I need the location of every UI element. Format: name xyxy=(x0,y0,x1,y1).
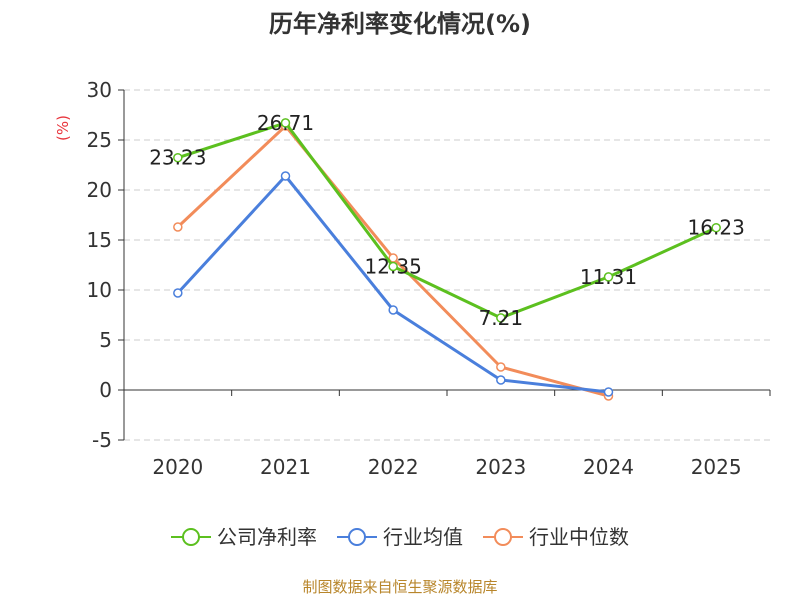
x-tick-label: 2021 xyxy=(260,455,311,479)
data-label: 23.23 xyxy=(149,146,206,170)
data-label-layer: 23.23 26.71 12.35 7.21 11.31 16.23 xyxy=(149,111,745,330)
y-tick-label: -5 xyxy=(92,428,112,452)
legend: 公司净利率 行业均值 行业中位数 xyxy=(171,525,629,549)
grid-layer xyxy=(124,89,770,441)
y-tick-label: 20 xyxy=(87,178,112,202)
legend-item[interactable]: 行业中位数 xyxy=(483,525,629,549)
data-point xyxy=(496,313,506,323)
data-point xyxy=(280,118,291,128)
x-tick-label: 2025 xyxy=(691,455,742,479)
y-tick-label: 30 xyxy=(87,78,112,102)
data-label: 16.23 xyxy=(688,216,745,240)
x-tick-label: 2023 xyxy=(475,455,526,479)
legend-marker xyxy=(494,528,512,546)
y-tick-label: 0 xyxy=(99,378,112,402)
data-point xyxy=(388,261,398,272)
data-label: 7.21 xyxy=(479,306,524,330)
x-tick-label: 2024 xyxy=(583,455,634,479)
data-point xyxy=(388,305,398,315)
source-note: 制图数据来自恒生聚源数据库 xyxy=(302,578,497,596)
legend-marker xyxy=(182,528,200,546)
data-label: 11.31 xyxy=(580,265,637,289)
chart-title: 历年净利率变化情况(%) xyxy=(269,10,531,38)
legend-marker xyxy=(348,528,366,546)
y-axis-unit: (%) xyxy=(54,115,72,141)
data-label: 26.71 xyxy=(257,111,314,135)
data-point xyxy=(173,152,183,163)
series-layer xyxy=(173,118,721,401)
y-tick-label: 10 xyxy=(87,278,112,302)
series-line xyxy=(177,121,717,320)
axis-layer: 30 25 20 15 10 5 0 -5 2020 2021 2022 2023 2024 2025 xyxy=(87,78,771,479)
data-point xyxy=(496,362,506,372)
data-label: 12.35 xyxy=(365,255,422,279)
data-point xyxy=(603,387,614,397)
legend-item[interactable]: 行业均值 xyxy=(337,525,463,549)
data-point xyxy=(711,222,721,233)
series-line xyxy=(176,174,609,394)
legend-item[interactable]: 公司净利率 xyxy=(171,525,317,549)
legend-label: 行业中位数 xyxy=(529,525,629,549)
y-tick-label: 15 xyxy=(87,228,112,252)
y-tick-label: 5 xyxy=(99,328,112,352)
x-tick-label: 2020 xyxy=(152,455,203,479)
data-point xyxy=(173,222,183,232)
data-point xyxy=(603,272,614,282)
legend-label: 公司净利率 xyxy=(217,525,317,549)
x-tick-label: 2022 xyxy=(368,455,419,479)
y-tick-label: 25 xyxy=(87,128,112,152)
legend-label: 行业均值 xyxy=(383,525,463,549)
data-point xyxy=(173,288,183,298)
data-point xyxy=(496,375,506,385)
data-point xyxy=(280,171,291,181)
